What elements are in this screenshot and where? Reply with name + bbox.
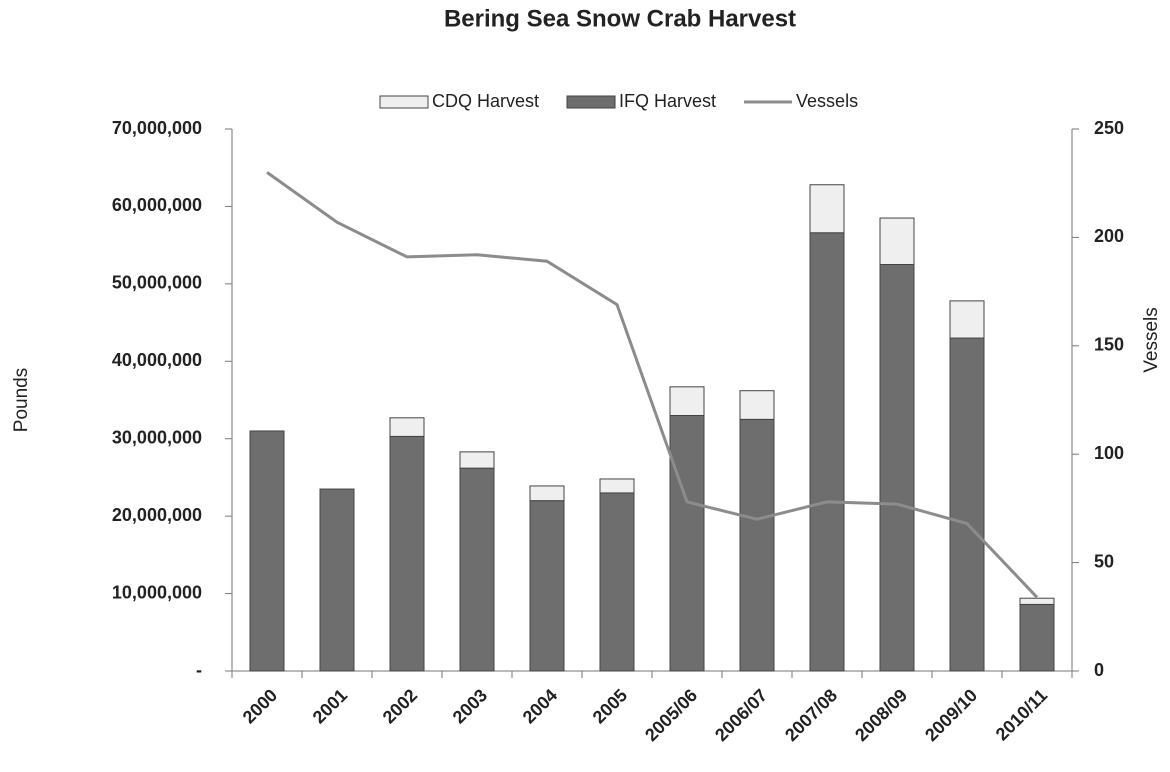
y2-axis-label: Vessels: [1141, 307, 1162, 372]
y2-tick-label: 0: [1094, 660, 1104, 680]
bar: [1019, 597, 1055, 605]
y-tick-label: 10,000,000: [112, 582, 202, 602]
x-tick-label: 2004: [519, 685, 561, 727]
y2-tick-label: 200: [1094, 226, 1124, 246]
x-tick-label: 2000: [239, 685, 281, 727]
legend-swatch: [566, 95, 616, 109]
legend-label: CDQ Harvest: [432, 91, 539, 111]
bar: [319, 488, 355, 672]
legend-label: IFQ Harvest: [619, 91, 716, 111]
x-tick-label: 2003: [449, 685, 491, 727]
x-tick-label: 2005/06: [641, 685, 701, 745]
bar: [249, 430, 285, 672]
bar: [879, 264, 915, 672]
bar: [529, 485, 565, 502]
x-tick-label: 2009/10: [921, 685, 981, 745]
bar: [599, 492, 635, 672]
bar: [599, 478, 635, 494]
y-tick-label: -: [196, 660, 202, 680]
bar: [389, 435, 425, 672]
y2-tick-label: 150: [1094, 335, 1124, 355]
x-tick-label: 2008/09: [851, 685, 911, 745]
bar: [809, 232, 845, 672]
y-tick-label: 60,000,000: [112, 195, 202, 215]
x-tick-label: 2001: [309, 685, 351, 727]
legend-swatch: [379, 95, 429, 109]
bar: [529, 500, 565, 672]
y2-tick-label: 100: [1094, 443, 1124, 463]
bar: [739, 390, 775, 420]
y-tick-label: 20,000,000: [112, 505, 202, 525]
x-tick-label: 2006/07: [711, 685, 771, 745]
bar: [949, 337, 985, 672]
bar: [669, 414, 705, 672]
chart-title: Bering Sea Snow Crab Harvest: [444, 5, 796, 32]
x-tick-label: 2007/08: [781, 685, 841, 745]
bar: [879, 217, 915, 266]
bar: [809, 184, 845, 234]
y-tick-label: 40,000,000: [112, 350, 202, 370]
x-tick-label: 2005: [589, 685, 631, 727]
bar: [459, 451, 495, 469]
legend-label: Vessels: [796, 91, 858, 111]
bar: [739, 418, 775, 672]
x-tick-label: 2002: [379, 685, 421, 727]
y-axis-label: Pounds: [11, 368, 32, 432]
y-tick-label: 30,000,000: [112, 427, 202, 447]
y-tick-label: 70,000,000: [112, 118, 202, 138]
y-tick-label: 50,000,000: [112, 273, 202, 293]
bar: [389, 417, 425, 437]
y2-tick-label: 250: [1094, 118, 1124, 138]
bar: [669, 386, 705, 416]
bar: [949, 300, 985, 339]
bar: [459, 467, 495, 672]
x-tick-label: 2010/11: [992, 685, 1051, 744]
bar: [1019, 603, 1055, 672]
y2-tick-label: 50: [1094, 551, 1114, 571]
line: [266, 171, 1039, 599]
